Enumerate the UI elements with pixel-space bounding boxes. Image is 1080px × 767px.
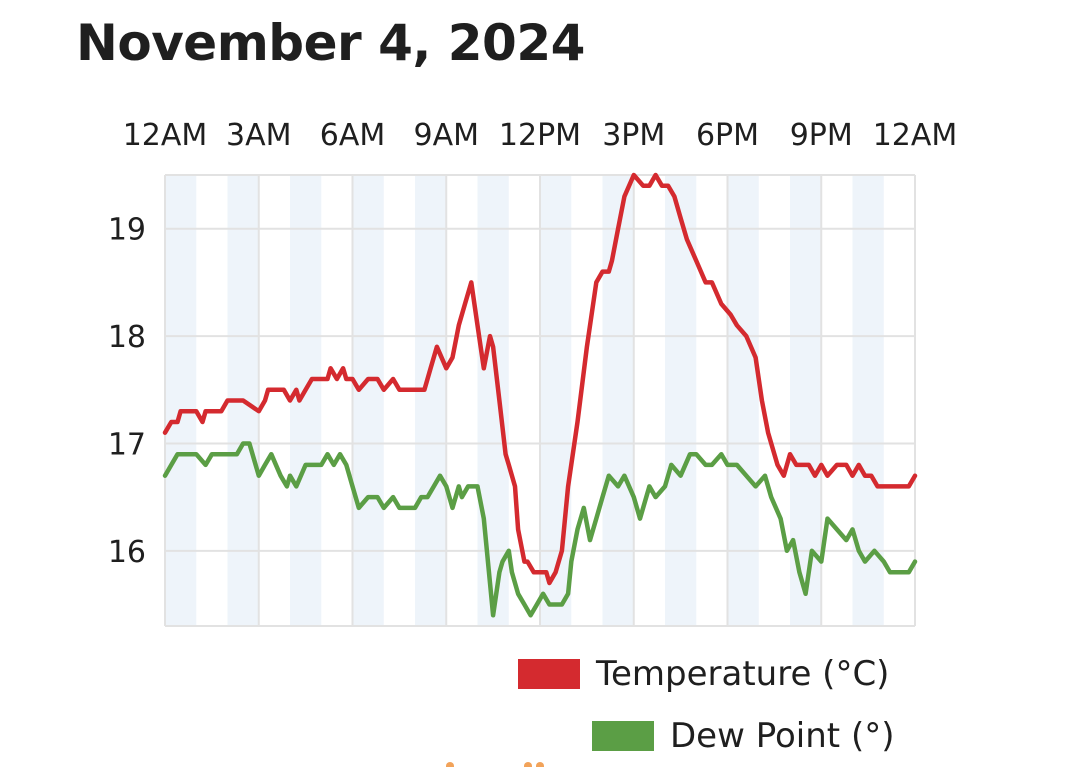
legend-label-dew-point: Dew Point (°) <box>670 716 895 756</box>
legend-swatch-dew-point <box>592 721 654 751</box>
hour-band <box>602 175 634 626</box>
y-tick-label: 19 <box>108 213 146 248</box>
x-tick-label: 3PM <box>602 118 665 153</box>
legend-item-dew-point: Dew Point (°) <box>592 716 894 756</box>
hour-band <box>290 175 322 626</box>
page-title: November 4, 2024 <box>76 14 585 72</box>
series-lines <box>162 172 918 618</box>
x-tick-label: 12AM <box>123 118 208 153</box>
y-axis-ticks: 16 17 18 19 <box>108 213 146 570</box>
decorative-dot <box>446 762 454 767</box>
legend-swatch-temperature <box>518 659 580 689</box>
y-tick-label: 18 <box>108 320 146 355</box>
hour-band <box>540 175 572 626</box>
x-tick-label: 6AM <box>320 118 386 153</box>
y-tick-label: 16 <box>108 535 146 570</box>
hour-band <box>352 175 384 626</box>
decorative-dot <box>536 762 544 767</box>
x-tick-label: 9PM <box>790 118 853 153</box>
hour-band <box>665 175 697 626</box>
x-axis-ticks: 12AM 3AM 6AM 9AM 12PM 3PM 6PM 9PM 12AM <box>123 118 958 153</box>
legend-item-temperature: Temperature (°C) <box>518 654 889 694</box>
hour-band <box>727 175 759 626</box>
x-tick-label: 3AM <box>226 118 292 153</box>
hour-band <box>165 175 197 626</box>
hour-band <box>415 175 447 626</box>
decorative-dot <box>524 762 532 767</box>
legend-label-temperature: Temperature (°C) <box>596 654 890 694</box>
dew-point-line <box>162 441 918 618</box>
y-tick-label: 17 <box>108 427 146 462</box>
x-tick-label: 9AM <box>414 118 480 153</box>
temperature-line <box>162 172 918 586</box>
x-tick-label: 6PM <box>696 118 759 153</box>
x-tick-label: 12PM <box>499 118 581 153</box>
x-tick-label: 12AM <box>873 118 958 153</box>
